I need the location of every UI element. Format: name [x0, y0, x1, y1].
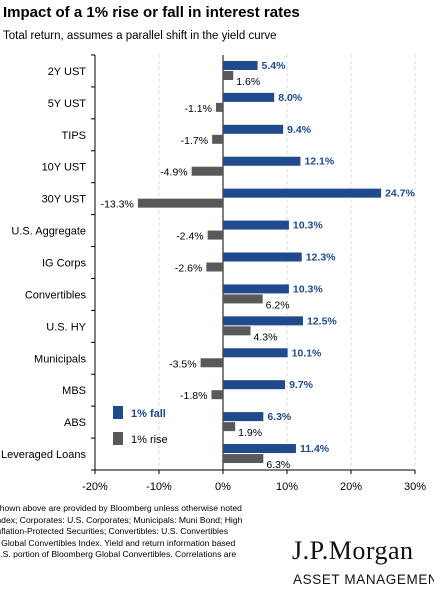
bar-fall [223, 284, 289, 294]
data-label-rise: 1.6% [236, 76, 260, 88]
bar-fall [223, 220, 289, 230]
bar-rise [191, 166, 223, 176]
category-label: U.S. HY [46, 321, 86, 333]
asset-management-label: ASSET MANAGEMENT [293, 572, 434, 587]
category-label: Convertibles [25, 289, 87, 301]
data-label-fall: 12.3% [306, 252, 336, 264]
bar-fall [223, 252, 302, 262]
bar-fall [223, 316, 303, 326]
category-label: IG Corps [42, 258, 87, 270]
legend-swatch-rise [113, 432, 123, 445]
bar-fall [223, 444, 296, 454]
bar-rise [215, 102, 223, 112]
bar-fall [223, 92, 275, 102]
bar-fall [223, 348, 288, 358]
bar-rise [223, 294, 263, 304]
data-label-rise: -13.3% [101, 199, 134, 211]
bar-fall [223, 188, 382, 198]
data-label-rise: -1.7% [181, 135, 208, 147]
bar-rise [207, 230, 223, 240]
bar-rise [137, 198, 223, 208]
x-tick-label: 30% [404, 481, 426, 493]
bar-fall [223, 412, 264, 422]
footnote: Shown above are provided by Bloomberg un… [0, 503, 286, 561]
data-label-rise: 6.2% [266, 299, 290, 311]
data-label-fall: 10.3% [293, 220, 323, 232]
category-label: TIPS [62, 130, 86, 142]
x-tick-label: -20% [82, 481, 108, 493]
legend-label-rise: 1% rise [131, 434, 168, 446]
x-tick-label: 10% [276, 481, 298, 493]
data-label-fall: 24.7% [385, 188, 415, 200]
data-label-fall: 9.7% [289, 379, 314, 391]
category-label: 30Y UST [42, 194, 87, 206]
data-label-rise: -2.6% [175, 263, 202, 275]
x-tick-label: 0% [215, 481, 231, 493]
bar-fall [223, 60, 258, 70]
x-tick-label: -10% [146, 481, 172, 493]
data-label-fall: 10.3% [293, 283, 323, 295]
bar-rise [223, 454, 264, 464]
data-label-fall: 11.4% [300, 443, 330, 455]
data-label-fall: 9.4% [287, 124, 312, 136]
data-label-rise: -1.8% [180, 390, 207, 402]
footnote-line: Shown above are provided by Bloomberg un… [0, 503, 242, 513]
bar-chart: -20% -10% 0% 10% 20% 30% 2Y UST 5.4%1.6% 5Y UST 8… [1, 54, 426, 493]
bar-rise [211, 390, 223, 400]
data-label-rise: -4.9% [160, 167, 187, 179]
data-label-fall: 8.0% [278, 92, 303, 104]
data-label-rise: 1.9% [238, 427, 262, 439]
category-label: Municipals [34, 353, 86, 365]
bar-rise [200, 358, 223, 368]
category-label: U.S. Aggregate [11, 226, 86, 238]
footnote-line: g Global Convertibles Index. Yield and r… [0, 537, 236, 548]
data-label-rise: -3.5% [169, 358, 196, 370]
category-label: Leveraged Loans [1, 449, 87, 461]
footnote-line: Index; Corporates: U.S. Corporates; Muni… [0, 514, 243, 525]
jpmorgan-logo: J.P.Morgan [292, 536, 414, 565]
chart-title: Impact of a 1% rise or fall in interest … [3, 4, 300, 21]
data-label-fall: 10.1% [292, 347, 322, 359]
data-label-rise: -2.4% [176, 231, 203, 243]
data-label-fall: 5.4% [262, 60, 287, 72]
legend-swatch-fall [113, 406, 123, 419]
bar-rise [206, 262, 223, 272]
x-tick-label: 20% [340, 481, 362, 493]
category-label: MBS [62, 385, 86, 397]
data-label-fall: 12.1% [304, 156, 334, 168]
bar-fall [223, 124, 284, 134]
legend-label-fall: 1% fall [131, 408, 166, 420]
chart-subtitle: Total return, assumes a parallel shift i… [3, 30, 277, 42]
bar-fall [223, 380, 286, 390]
bar-rise [212, 134, 223, 144]
footnote-line: Inflation-Protected Securities; Converti… [0, 526, 229, 536]
bar-rise [223, 70, 234, 80]
category-label: 10Y UST [42, 162, 87, 174]
category-label: 2Y UST [48, 66, 87, 78]
bar-rise [223, 422, 236, 432]
bar-fall [223, 156, 301, 166]
category-label: ABS [64, 417, 86, 429]
data-label-rise: 6.3% [266, 459, 290, 471]
data-label-fall: 6.3% [267, 411, 292, 423]
data-label-fall: 12.5% [307, 315, 337, 327]
footnote-line: U.S. portion of Bloomberg Global Convert… [0, 549, 237, 559]
bar-rise [223, 326, 251, 336]
category-label: 5Y UST [48, 98, 87, 110]
data-label-rise: 4.3% [254, 331, 278, 343]
data-label-rise: -1.1% [185, 103, 212, 115]
